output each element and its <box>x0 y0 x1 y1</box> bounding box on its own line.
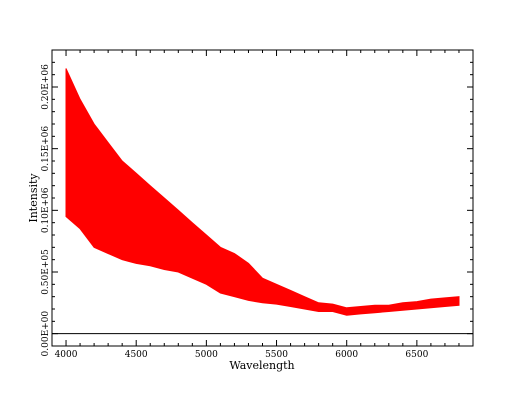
y-tick-label: 0.10E+06 <box>41 187 51 233</box>
x-tick-label: 4500 <box>125 350 148 360</box>
y-tick-label: 0.00E+00 <box>41 311 51 357</box>
plot-area <box>65 68 460 316</box>
x-tick-label: 5000 <box>195 350 218 360</box>
x-tick-label: 6500 <box>405 350 428 360</box>
x-axis: 4000 4500 5000 5500 6000 6500 <box>55 50 460 360</box>
y-axis-label: Intensity <box>27 173 40 223</box>
x-tick-label: 6000 <box>335 350 358 360</box>
x-tick-label: 5500 <box>265 350 288 360</box>
x-tick-label: 4000 <box>55 350 78 360</box>
x-axis-label: Wavelength <box>229 359 294 372</box>
y-tick-label: 0.15E+06 <box>41 126 51 172</box>
spectrum-series <box>65 68 460 316</box>
y-tick-label: 0.20E+06 <box>41 64 51 110</box>
y-tick-label: 0.50E+05 <box>41 249 51 295</box>
y-axis: 0.00E+00 0.50E+05 0.10E+06 0.15E+06 0.20E+06 <box>41 61 473 357</box>
